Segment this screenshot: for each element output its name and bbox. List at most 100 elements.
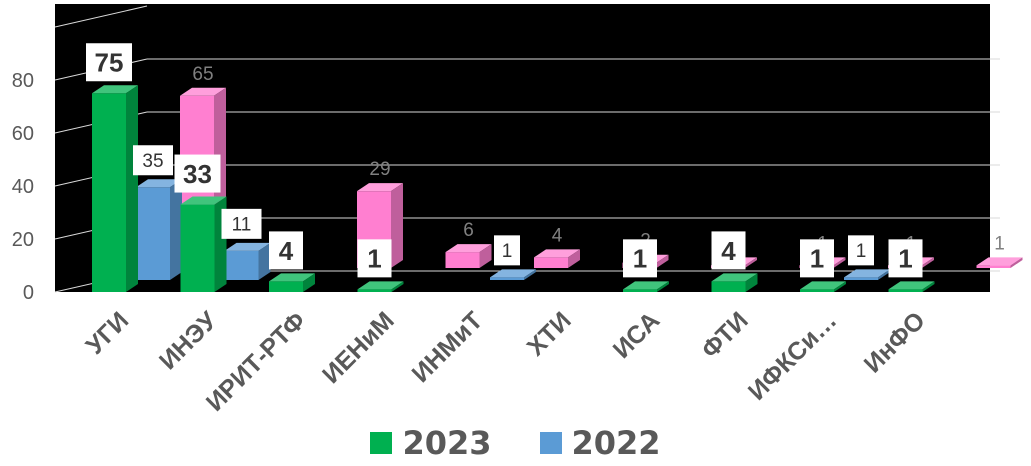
bar-2023-1-top [180, 196, 227, 205]
bar-series3-2-top [357, 183, 403, 192]
data-label-2022-8: 1 [856, 241, 867, 262]
x-tick-label: ФТИ [696, 306, 754, 364]
data-label-2023-2: 4 [279, 236, 294, 266]
data-label-2023-1-box [174, 154, 221, 193]
bar-2022-8-top [844, 269, 890, 278]
data-label-2023-8-box [800, 239, 834, 278]
x-tick-label: ИСА [608, 306, 666, 364]
bar-2023-6-side [657, 281, 669, 292]
bar-2022-0-front [136, 187, 170, 280]
x-tick-label: ИЕНиМ [317, 306, 400, 389]
bar-series3-4-side [568, 249, 580, 268]
legend-item-2022: 2022 [539, 424, 661, 462]
y-tick-label: 40 [12, 176, 34, 198]
bar-2022-8-front [844, 277, 878, 280]
data-label-2023-7-box [711, 231, 746, 270]
legend-label-2023: 2023 [402, 424, 492, 462]
data-label-2022-0: 35 [142, 151, 163, 172]
bar-2022-0-top [136, 179, 182, 188]
y-tick-label: 60 [12, 123, 34, 145]
bar-2023-8-top [800, 281, 846, 290]
bar-series3-4-top [534, 249, 580, 258]
bar-2023-3-front [357, 289, 392, 292]
bar-2022-1-front [224, 250, 259, 280]
bar-2023-9-top [888, 281, 935, 290]
y-tick-label: 0 [23, 282, 34, 304]
bar-2023-8-front [800, 289, 834, 292]
data-label-2023-0-box [86, 43, 132, 82]
bar-2023-7-side [745, 273, 758, 292]
bar-2023-9-front [888, 289, 923, 292]
bar-series3-3-side [479, 244, 492, 268]
data-label-2022-4-box [494, 235, 520, 266]
bar-2022-4-top [490, 269, 536, 278]
legend-item-2023: 2023 [370, 424, 492, 462]
data-label-2023-6: 1 [633, 244, 647, 274]
bar-series3-9-side [1010, 257, 1023, 268]
bar-series3-9-front [976, 265, 1011, 268]
bar-2022-1-top [224, 242, 271, 251]
y-tick-label: 80 [12, 70, 34, 92]
data-label-2022-1-box [221, 208, 262, 239]
bar-2022-0-side [170, 179, 182, 280]
bar-2023-7-front [711, 281, 746, 292]
data-label-series3-2: 29 [369, 159, 390, 180]
x-tick-label: УГИ [81, 306, 135, 360]
chart-plot: 020406080652964211113511117533411411УГИИ… [12, 4, 1023, 417]
data-label-2022-8-box [848, 235, 874, 266]
bar-2023-2-front [269, 281, 303, 292]
bar-2022-1-side [258, 242, 271, 280]
data-label-2023-0: 75 [95, 48, 124, 78]
bar-2023-1-front [180, 204, 215, 292]
gridline-diag [54, 5, 148, 28]
bar-series3-0-top [180, 87, 226, 96]
x-tick-label: ХТИ [522, 306, 577, 361]
x-tick-label: ИнФО [859, 306, 931, 378]
bar-series3-7-side [833, 257, 846, 268]
bar-2023-2-top [269, 273, 315, 282]
legend-label-2022: 2022 [571, 424, 661, 462]
data-label-2023-7: 4 [721, 236, 736, 266]
bar-series3-3-front [445, 252, 480, 268]
bar-series3-6-side [745, 257, 757, 268]
data-label-series3-0: 65 [192, 64, 213, 85]
bar-2023-0-top [92, 85, 138, 94]
bar-2023-0-front [92, 93, 126, 292]
bar-2023-6-front [623, 289, 657, 292]
data-label-series3-9: 1 [994, 233, 1005, 254]
bar-series3-8-side [922, 257, 934, 268]
bar-2022-4-front [490, 277, 524, 280]
data-label-2022-0-box [133, 145, 173, 176]
bar-series3-9-top [976, 257, 1023, 266]
data-label-2023-1: 33 [183, 159, 212, 189]
bar-2023-3-side [391, 281, 404, 292]
bar-2023-0-side [126, 85, 138, 292]
data-label-2023-9-box [888, 239, 923, 278]
bar-2023-3-top [357, 281, 404, 290]
bar-2023-8-side [834, 281, 846, 292]
bar-series3-2-side [391, 183, 403, 268]
data-label-series3-3: 6 [463, 220, 474, 241]
bar-2022-4-side [524, 269, 536, 280]
data-label-2022-1: 11 [232, 215, 252, 236]
data-label-series3-4: 4 [552, 225, 563, 246]
data-label-2023-3-box [357, 239, 392, 278]
bar-2022-8-side [878, 269, 890, 280]
bar-series3-3-top [445, 244, 492, 253]
data-label-2023-8: 1 [810, 244, 824, 274]
x-tick-label: ИНМиТ [407, 306, 489, 388]
bar-2023-6-top [623, 281, 669, 290]
data-label-2022-4: 1 [502, 241, 513, 262]
x-tick-label: ИФКСи… [743, 306, 842, 405]
bar-2023-7-top [711, 273, 758, 282]
legend: 2023 2022 [0, 420, 1031, 466]
x-tick-label: ИНЭУ [154, 306, 223, 375]
y-tick-label: 20 [12, 229, 34, 251]
bar-series3-5-side [656, 254, 669, 268]
data-label-2023-3: 1 [367, 244, 381, 274]
legend-swatch-2022 [539, 432, 562, 454]
data-label-2023-9: 1 [898, 244, 912, 274]
bar-2023-9-side [922, 281, 935, 292]
bar-series3-4-front [534, 257, 568, 268]
